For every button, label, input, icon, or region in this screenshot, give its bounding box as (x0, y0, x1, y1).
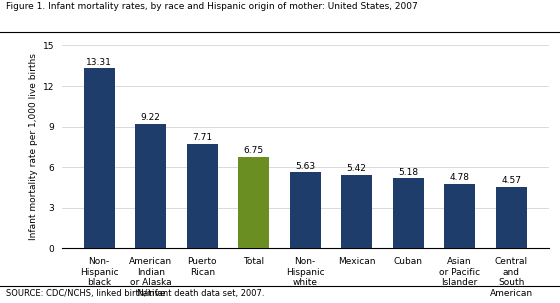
Text: Figure 1. Infant mortality rates, by race and Hispanic origin of mother: United : Figure 1. Infant mortality rates, by rac… (6, 2, 417, 11)
Text: 5.63: 5.63 (295, 161, 315, 171)
Bar (290, 172, 321, 248)
Bar (444, 184, 475, 248)
Text: 6.75: 6.75 (244, 146, 264, 155)
Text: 5.18: 5.18 (398, 168, 418, 177)
Bar (84, 68, 115, 248)
Bar (393, 178, 424, 248)
Text: 7.71: 7.71 (192, 134, 212, 142)
Bar (186, 144, 218, 248)
Bar (136, 124, 166, 248)
Y-axis label: Infant mortality rate per 1,000 live births: Infant mortality rate per 1,000 live bir… (29, 54, 38, 240)
Text: 13.31: 13.31 (86, 58, 112, 67)
Bar (341, 175, 372, 248)
Bar (496, 187, 526, 248)
Text: SOURCE: CDC/NCHS, linked birth/infant death data set, 2007.: SOURCE: CDC/NCHS, linked birth/infant de… (6, 289, 264, 298)
Text: 9.22: 9.22 (141, 113, 161, 122)
Text: 4.57: 4.57 (501, 176, 521, 185)
Text: 4.78: 4.78 (450, 173, 470, 182)
Text: 5.42: 5.42 (347, 165, 367, 174)
Bar (238, 157, 269, 248)
